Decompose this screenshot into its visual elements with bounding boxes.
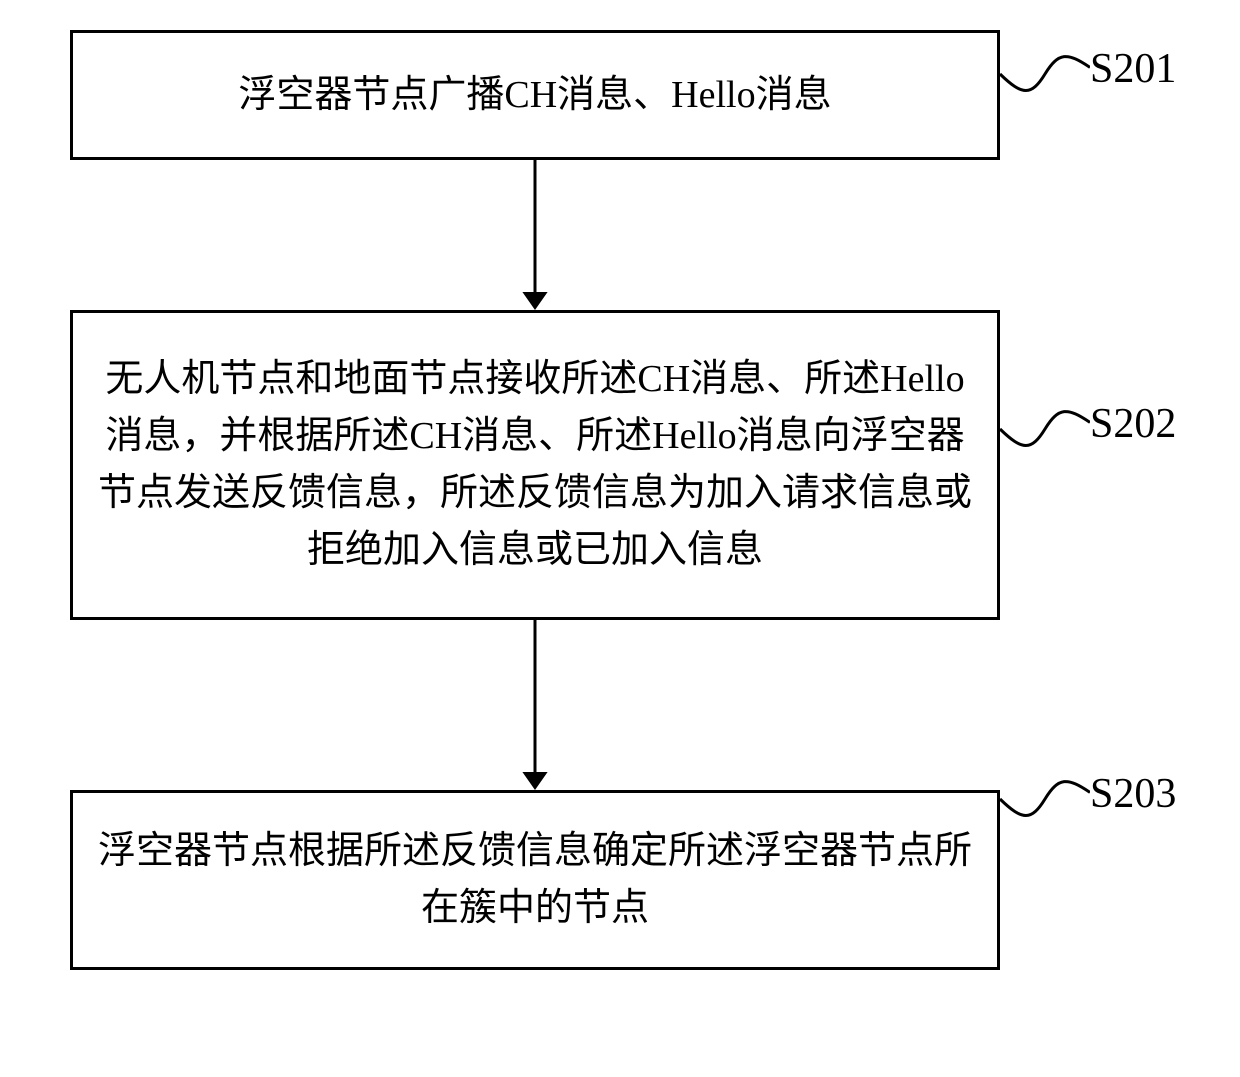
diagram-canvas: 浮空器节点广播CH消息、Hello消息 无人机节点和地面节点接收所述CH消息、所… (0, 0, 1240, 1077)
flow-step-1-text: 浮空器节点广播CH消息、Hello消息 (238, 67, 831, 124)
step-label-s202: S202 (1090, 400, 1176, 448)
tilde-connector-2 (1000, 402, 1090, 456)
flow-step-1: 浮空器节点广播CH消息、Hello消息 (70, 30, 1000, 160)
flow-step-3-text: 浮空器节点根据所述反馈信息确定所述浮空器节点所在簇中的节点 (93, 823, 977, 937)
flow-step-3: 浮空器节点根据所述反馈信息确定所述浮空器节点所在簇中的节点 (70, 790, 1000, 970)
flow-step-2: 无人机节点和地面节点接收所述CH消息、所述Hello消息，并根据所述CH消息、所… (70, 310, 1000, 620)
step-label-s201: S201 (1090, 45, 1176, 93)
tilde-connector-3 (1000, 772, 1090, 826)
arrow-2-to-3 (517, 620, 553, 790)
step-label-s203: S203 (1090, 770, 1176, 818)
flow-step-2-text: 无人机节点和地面节点接收所述CH消息、所述Hello消息，并根据所述CH消息、所… (93, 351, 977, 579)
arrow-1-to-2 (517, 160, 553, 310)
tilde-connector-1 (1000, 47, 1090, 101)
